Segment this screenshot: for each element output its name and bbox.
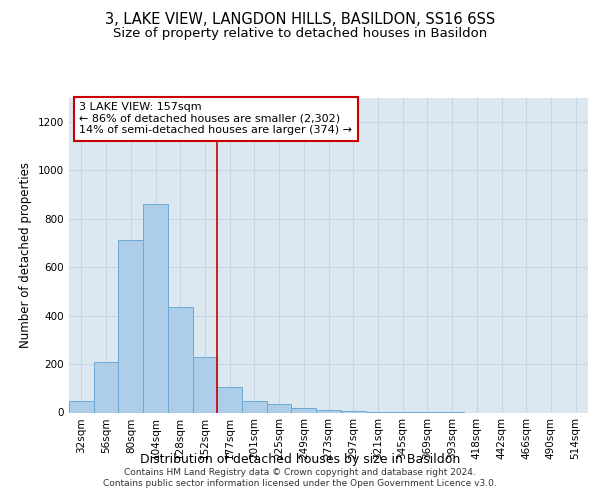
Text: Distribution of detached houses by size in Basildon: Distribution of detached houses by size … (140, 452, 460, 466)
Bar (242, 401, 267, 412)
Bar (168, 307, 193, 412)
Bar (316, 410, 341, 412)
Y-axis label: Number of detached properties: Number of detached properties (19, 162, 32, 348)
Bar (118, 240, 143, 412)
Bar (143, 204, 168, 412)
Bar (267, 404, 292, 412)
Bar (193, 358, 217, 412)
Bar (69, 401, 94, 412)
Text: 3, LAKE VIEW, LANGDON HILLS, BASILDON, SS16 6SS: 3, LAKE VIEW, LANGDON HILLS, BASILDON, S… (105, 12, 495, 28)
Text: 3 LAKE VIEW: 157sqm
← 86% of detached houses are smaller (2,302)
14% of semi-det: 3 LAKE VIEW: 157sqm ← 86% of detached ho… (79, 102, 352, 136)
Bar (292, 408, 316, 412)
Bar (217, 387, 242, 412)
Text: Size of property relative to detached houses in Basildon: Size of property relative to detached ho… (113, 28, 487, 40)
Bar (94, 362, 118, 412)
Text: Contains HM Land Registry data © Crown copyright and database right 2024.
Contai: Contains HM Land Registry data © Crown c… (103, 468, 497, 487)
